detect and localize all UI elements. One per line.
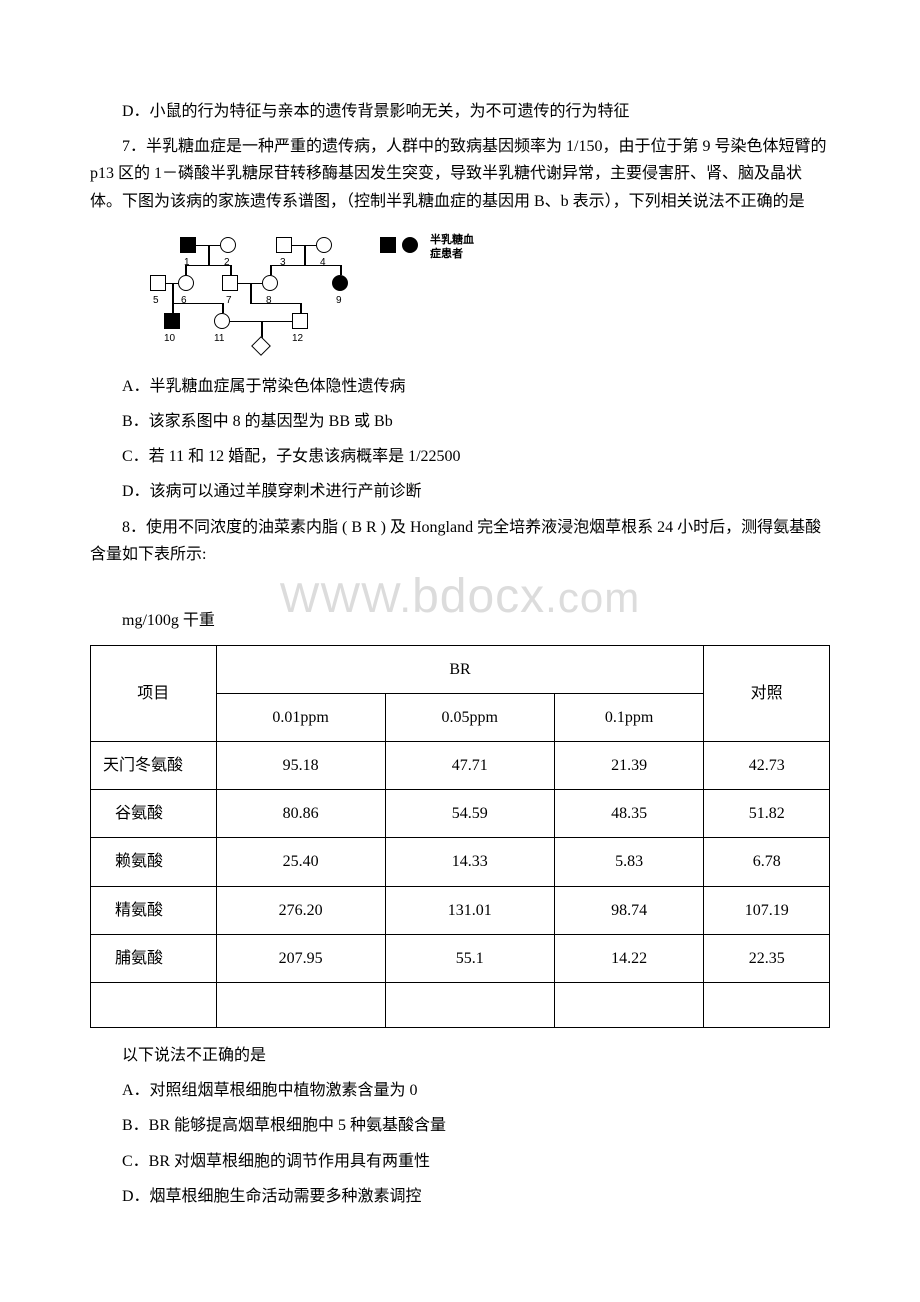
pedigree-label-5: 5 <box>153 292 159 309</box>
cell: 22.35 <box>704 934 830 982</box>
pedigree-line <box>185 265 231 267</box>
pedigree-female-4 <box>316 237 332 253</box>
col-control: 对照 <box>704 645 830 741</box>
q7-stem: 7．半乳糖血症是一种严重的遗传病，人群中的致病基因频率为 1/150，由于位于第… <box>90 133 830 215</box>
q8-unit: mg/100g 干重 <box>90 607 830 634</box>
pedigree-male-7 <box>222 275 238 291</box>
cell: 25.40 <box>216 838 385 886</box>
cell: 107.19 <box>704 886 830 934</box>
legend-line1: 半乳糖血 <box>430 234 474 246</box>
pedigree-line <box>230 265 232 275</box>
cell: 54.59 <box>385 790 554 838</box>
pedigree-female-11 <box>214 313 230 329</box>
cell: 207.95 <box>216 934 385 982</box>
cell: 131.01 <box>385 886 554 934</box>
q7-option-b: B．该家系图中 8 的基因型为 BB 或 Bb <box>90 408 830 435</box>
q7-option-a: A．半乳糖血症属于常染色体隐性遗传病 <box>90 373 830 400</box>
cell: 55.1 <box>385 934 554 982</box>
pedigree-label-8: 8 <box>266 292 272 309</box>
table-row: 赖氨酸 25.40 14.33 5.83 6.78 <box>91 838 830 886</box>
table-header-row: 项目 BR 对照 <box>91 645 830 693</box>
pedigree-female-6 <box>178 275 194 291</box>
pedigree-female-2 <box>220 237 236 253</box>
cell: 14.33 <box>385 838 554 886</box>
legend-female-affected <box>402 237 418 253</box>
document-page: D．小鼠的行为特征与亲本的遗传背景影响无关，为不可遗传的行为特征 7．半乳糖血症… <box>0 0 920 1278</box>
pedigree-line <box>300 303 302 313</box>
pedigree-line <box>250 303 300 305</box>
table-row: 谷氨酸 80.86 54.59 48.35 51.82 <box>91 790 830 838</box>
q8-prompt: 以下说法不正确的是 <box>90 1042 830 1069</box>
pedigree-label-6: 6 <box>181 292 187 309</box>
pedigree-label-4: 4 <box>320 254 326 271</box>
pedigree-line <box>304 245 306 265</box>
cell: 5.83 <box>554 838 704 886</box>
table-row: 脯氨酸 207.95 55.1 14.22 22.35 <box>91 934 830 982</box>
row-name-3: 精氨酸 <box>91 886 217 934</box>
pedigree-line <box>222 303 224 313</box>
row-name-1: 谷氨酸 <box>91 790 217 838</box>
q8-option-a: A．对照组烟草根细胞中植物激素含量为 0 <box>90 1077 830 1104</box>
pedigree-male-5 <box>150 275 166 291</box>
col-br: BR <box>216 645 704 693</box>
q6-option-d: D．小鼠的行为特征与亲本的遗传背景影响无关，为不可遗传的行为特征 <box>90 98 830 125</box>
cell: 51.82 <box>704 790 830 838</box>
pedigree-male-1 <box>180 237 196 253</box>
cell: 21.39 <box>554 742 704 790</box>
table-row: 精氨酸 276.20 131.01 98.74 107.19 <box>91 886 830 934</box>
cell: 14.22 <box>554 934 704 982</box>
row-name-4: 脯氨酸 <box>91 934 217 982</box>
pedigree-line <box>172 283 174 303</box>
pedigree-line <box>340 265 342 275</box>
pedigree-label-11: 11 <box>214 330 224 347</box>
table-row: 天门冬氨酸 95.18 47.71 21.39 42.73 <box>91 742 830 790</box>
cell: 276.20 <box>216 886 385 934</box>
pedigree-line <box>172 303 222 305</box>
pedigree-female-9 <box>332 275 348 291</box>
legend-male-affected <box>380 237 396 253</box>
pedigree-line <box>270 265 272 275</box>
pedigree-label-3: 3 <box>280 254 286 271</box>
pedigree-male-10 <box>164 313 180 329</box>
pedigree-offspring-unknown <box>251 336 271 356</box>
row-name-2: 赖氨酸 <box>91 838 217 886</box>
row-name-0: 天门冬氨酸 <box>91 742 217 790</box>
legend-text: 半乳糖血 症患者 <box>430 233 474 262</box>
q8-table: 项目 BR 对照 0.01ppm 0.05ppm 0.1ppm 天门冬氨酸 95… <box>90 645 830 1028</box>
q7-option-d: D．该病可以通过羊膜穿刺术进行产前诊断 <box>90 478 830 505</box>
pedigree-line <box>270 265 340 267</box>
pedigree-line <box>250 283 252 303</box>
pedigree-diagram: 半乳糖血 症患者 1 2 3 4 5 6 7 8 9 <box>150 229 550 359</box>
pedigree-male-12 <box>292 313 308 329</box>
pedigree-label-12: 12 <box>292 330 303 347</box>
pedigree-line <box>185 265 187 275</box>
col-conc-0: 0.01ppm <box>216 693 385 741</box>
q8-option-d: D．烟草根细胞生命活动需要多种激素调控 <box>90 1183 830 1210</box>
pedigree-label-7: 7 <box>226 292 232 309</box>
cell: 80.86 <box>216 790 385 838</box>
cell: 48.35 <box>554 790 704 838</box>
q8-option-b: B．BR 能够提高烟草根细胞中 5 种氨基酸含量 <box>90 1112 830 1139</box>
cell: 6.78 <box>704 838 830 886</box>
pedigree-line <box>208 245 210 265</box>
pedigree-line <box>172 303 174 313</box>
col-item: 项目 <box>91 645 217 741</box>
q7-option-c: C．若 11 和 12 婚配，子女患该病概率是 1/22500 <box>90 443 830 470</box>
q8-option-c: C．BR 对烟草根细胞的调节作用具有两重性 <box>90 1148 830 1175</box>
col-conc-1: 0.05ppm <box>385 693 554 741</box>
pedigree-label-10: 10 <box>164 330 175 347</box>
pedigree-label-9: 9 <box>336 292 342 309</box>
pedigree-male-3 <box>276 237 292 253</box>
cell: 47.71 <box>385 742 554 790</box>
cell: 42.73 <box>704 742 830 790</box>
table-empty-row <box>91 982 830 1027</box>
col-conc-2: 0.1ppm <box>554 693 704 741</box>
legend-line2: 症患者 <box>430 248 463 260</box>
pedigree-female-8 <box>262 275 278 291</box>
cell: 98.74 <box>554 886 704 934</box>
cell: 95.18 <box>216 742 385 790</box>
pedigree-label-2: 2 <box>224 254 230 271</box>
